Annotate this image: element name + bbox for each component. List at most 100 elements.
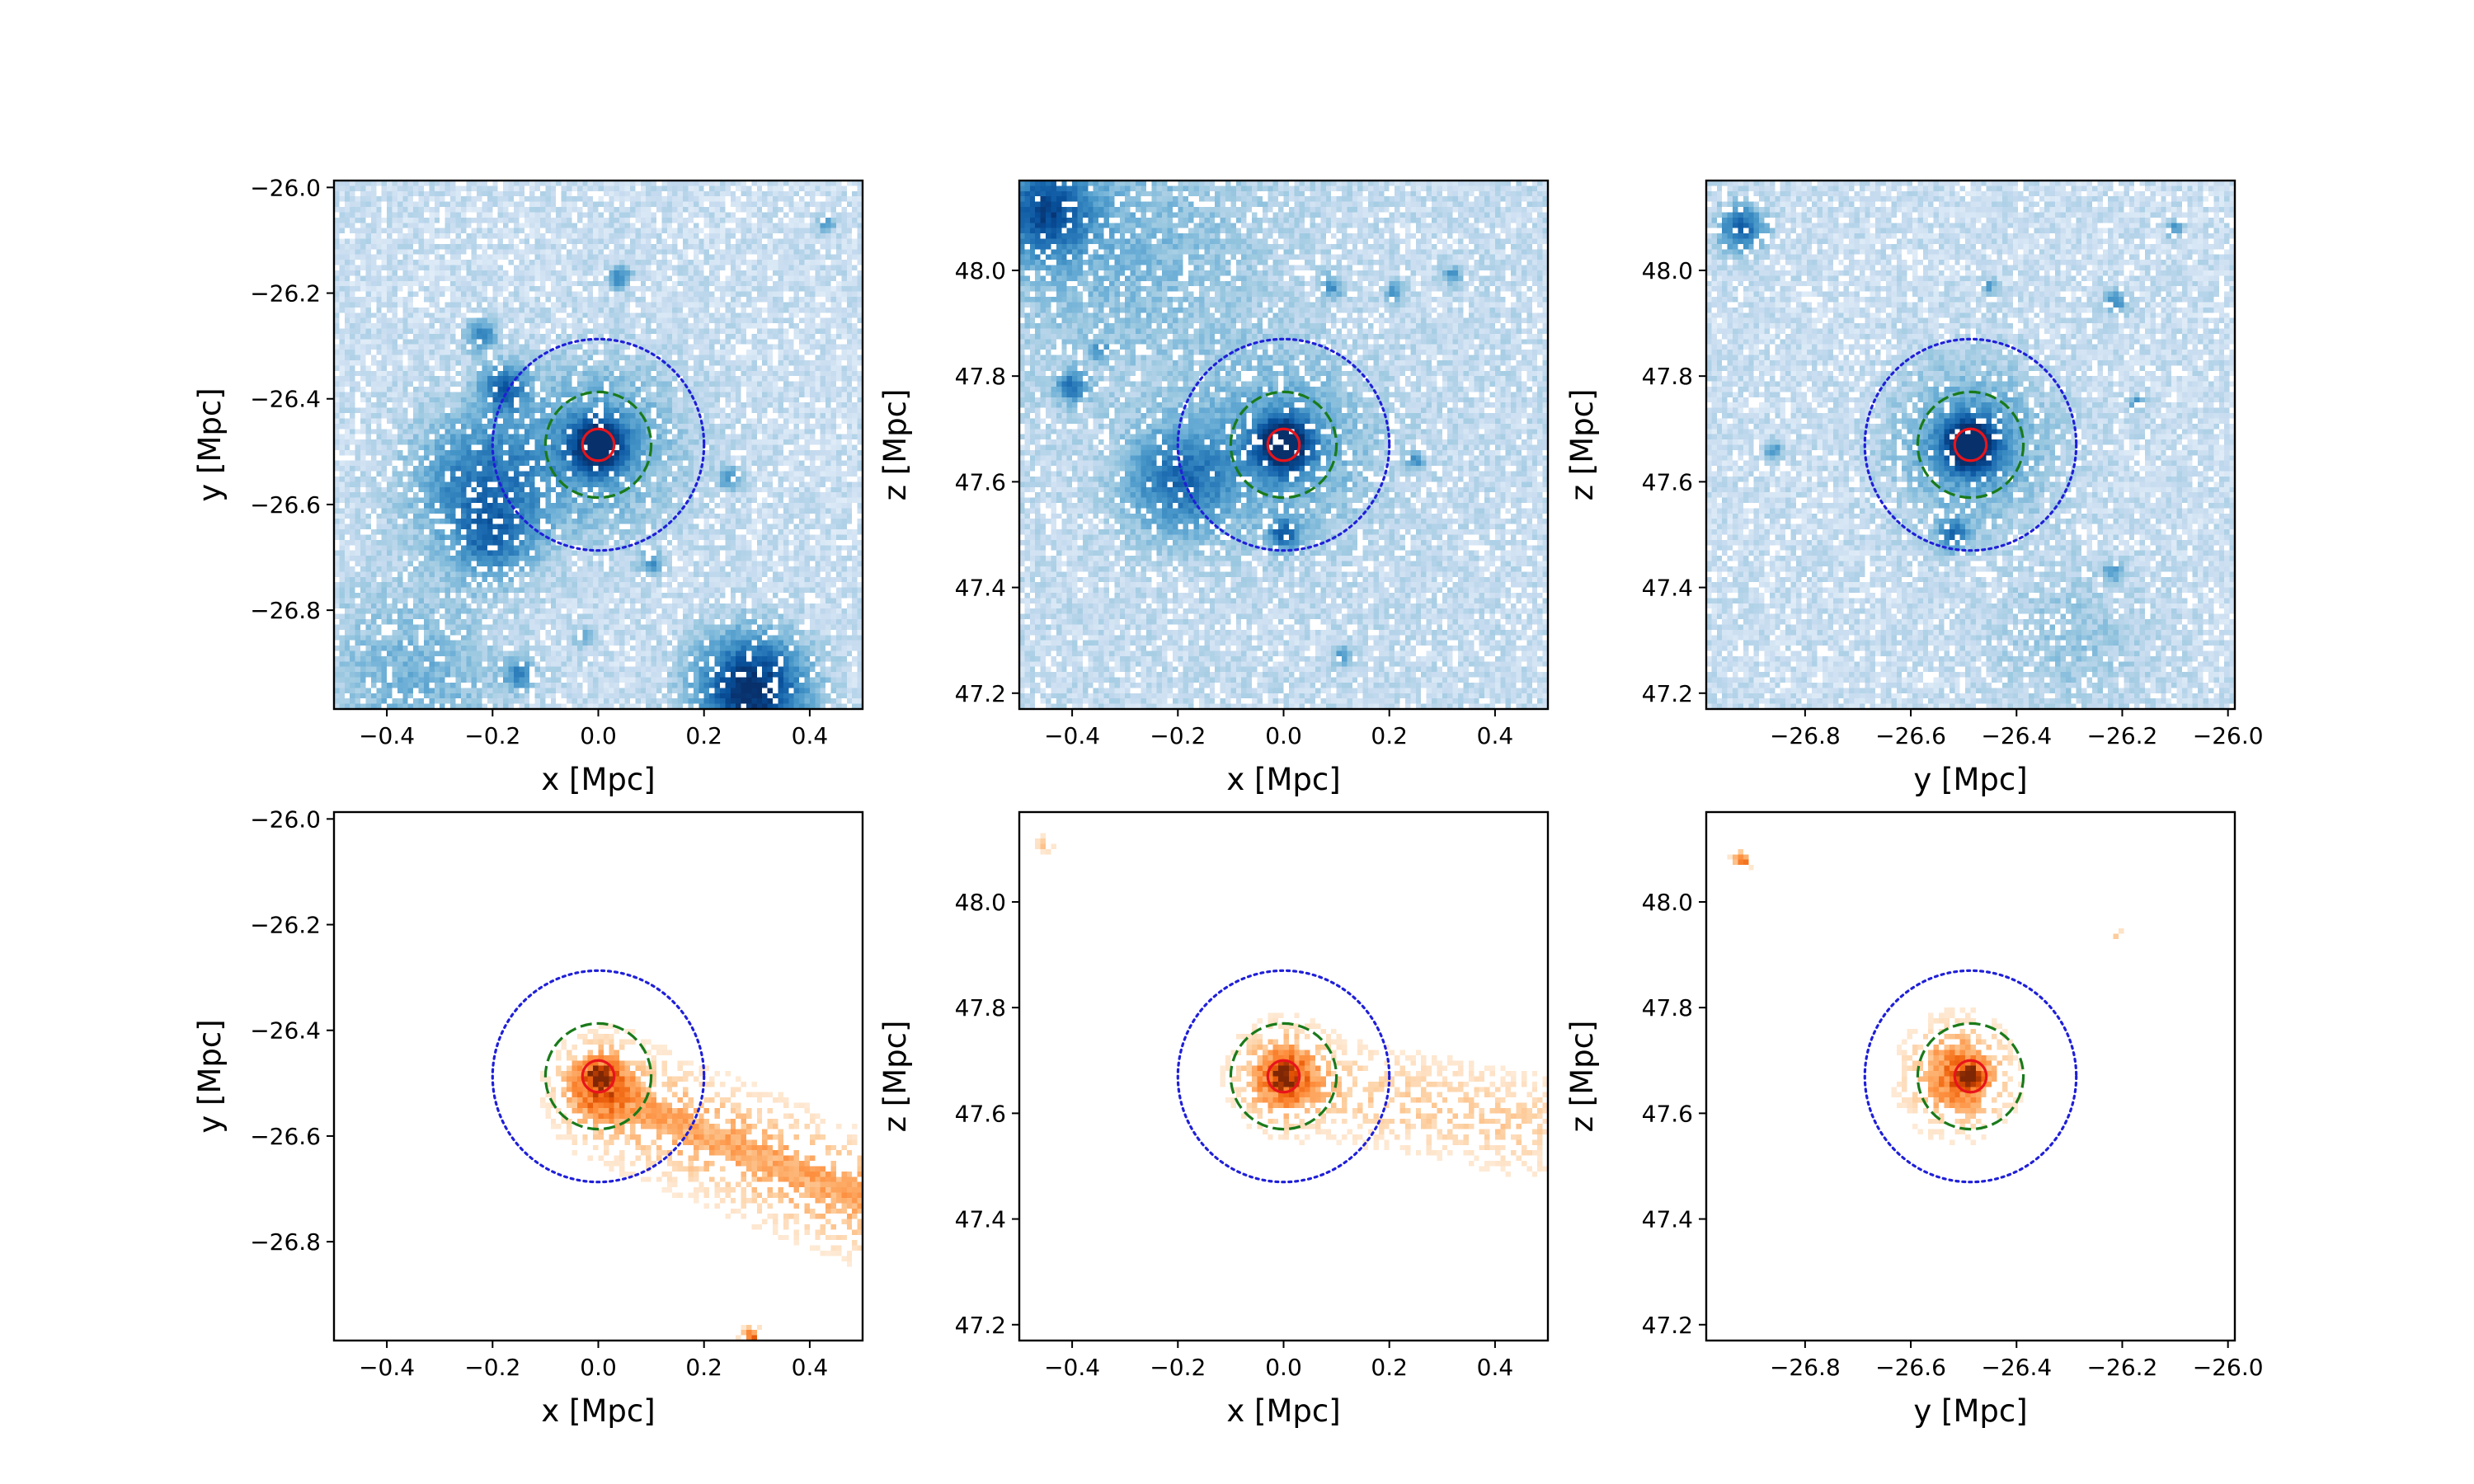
- x-tick-label: 0.0: [580, 1354, 617, 1381]
- outer-radius-circle: [1176, 969, 1391, 1184]
- middle-radius-circle: [1916, 1021, 2025, 1131]
- panels: −0.4 −0.2 0.0 0.2 0.4−26.0−26.2−26.4−26.6−26…: [192, 174, 2264, 1429]
- panel-dm-xz: −0.4 −0.2 0.0 0.2 0.4 47.2 47.4 47.6 47.8 48.0 x […: [877, 179, 1550, 797]
- density-histogram: [1706, 181, 2235, 709]
- y-tick-label: −26.6: [250, 491, 321, 519]
- y-tick-label: 47.4: [955, 1206, 1006, 1233]
- y-tick-label: 47.6: [955, 1100, 1006, 1127]
- x-tick-label: −0.2: [464, 1354, 520, 1381]
- x-axis-label: y [Mpc]: [1913, 762, 2027, 797]
- x-tick-label: 0.0: [1265, 1354, 1302, 1381]
- y-tick-label: 47.8: [955, 994, 1006, 1021]
- x-tick-label: −26.0: [2193, 1354, 2264, 1381]
- x-tick-label: −26.2: [2087, 722, 2158, 749]
- y-tick-label: −26.0: [250, 174, 321, 201]
- y-axis-label: y [Mpc]: [192, 387, 228, 501]
- outer-radius-circle: [1863, 337, 2078, 552]
- x-tick-label: −26.4: [1981, 1354, 2052, 1381]
- y-axis-label: z [Mpc]: [1564, 1021, 1600, 1133]
- y-tick-label: 48.0: [1642, 889, 1693, 916]
- x-tick-label: −0.4: [359, 722, 415, 749]
- y-axis-label: z [Mpc]: [877, 1021, 913, 1133]
- y-axis-label: z [Mpc]: [1564, 389, 1600, 501]
- middle-radius-circle: [1229, 390, 1338, 500]
- x-tick-label: −0.4: [1044, 722, 1100, 749]
- x-axis-label: x [Mpc]: [1226, 762, 1340, 797]
- inner-radius-circle: [1953, 1059, 1988, 1094]
- x-axis-label: x [Mpc]: [541, 1393, 655, 1429]
- x-tick-label: 0.4: [792, 1354, 829, 1381]
- x-tick-label: −0.2: [464, 722, 520, 749]
- x-tick-label: −26.4: [1981, 722, 2052, 749]
- axes-frame: [1705, 810, 2236, 1342]
- axes-frame: [1705, 179, 2236, 711]
- x-tick-label: 0.0: [1265, 722, 1302, 749]
- y-axis-label: z [Mpc]: [877, 389, 913, 501]
- y-tick-label: 47.6: [955, 468, 1006, 495]
- y-tick-label: 47.8: [955, 363, 1006, 390]
- y-tick-label: 47.2: [1642, 1312, 1693, 1339]
- inner-radius-circle: [1953, 427, 1988, 463]
- panel-stars-yz: −26.8 −26.6 −26.4 −26.2 −26.0 47.2 47.4 47.6 47.…: [1564, 810, 2264, 1429]
- outer-radius-circle: [491, 969, 706, 1184]
- x-tick-label: 0.0: [580, 722, 617, 749]
- y-tick-label: 48.0: [955, 889, 1006, 916]
- panel-dm-yz: −26.8 −26.6 −26.4 −26.2 −26.0 47.2 47.4 47.6 47.…: [1564, 179, 2264, 797]
- middle-radius-circle: [543, 390, 653, 500]
- x-axis-label: x [Mpc]: [541, 762, 655, 797]
- x-tick-label: −0.4: [1044, 1354, 1100, 1381]
- y-tick-label: 47.6: [1642, 468, 1693, 495]
- y-axis-label: y [Mpc]: [192, 1019, 228, 1133]
- middle-radius-circle: [1229, 1021, 1338, 1131]
- y-tick-label: 47.8: [1642, 994, 1693, 1021]
- density-histogram: [334, 181, 863, 709]
- x-tick-label: 0.4: [1477, 722, 1514, 749]
- inner-radius-circle: [1266, 427, 1301, 463]
- y-tick-label: 47.4: [1642, 575, 1693, 602]
- y-tick-label: 48.0: [1642, 257, 1693, 284]
- y-tick-label: 47.2: [1642, 680, 1693, 707]
- y-tick-label: 47.2: [955, 1312, 1006, 1339]
- middle-radius-circle: [1916, 390, 2025, 500]
- y-tick-label: 47.4: [1642, 1206, 1693, 1233]
- x-tick-label: 0.2: [1371, 1354, 1408, 1381]
- x-tick-label: −0.4: [359, 1354, 415, 1381]
- x-tick-label: −26.0: [2193, 722, 2264, 749]
- density-histogram: [1019, 812, 1548, 1341]
- y-tick-label: 47.2: [955, 680, 1006, 707]
- x-axis-label: x [Mpc]: [1226, 1393, 1340, 1429]
- x-tick-label: −26.6: [1875, 722, 1946, 749]
- y-tick-label: −26.8: [250, 1228, 321, 1256]
- y-tick-label: −26.6: [250, 1123, 321, 1150]
- x-tick-label: 0.2: [1371, 722, 1408, 749]
- x-tick-label: −26.2: [2087, 1354, 2158, 1381]
- inner-radius-circle: [581, 1059, 616, 1094]
- x-axis-label: y [Mpc]: [1913, 1393, 2027, 1429]
- y-tick-label: −26.2: [250, 280, 321, 308]
- inner-radius-circle: [1266, 1059, 1301, 1094]
- y-tick-label: 47.8: [1642, 363, 1693, 390]
- x-tick-label: −0.2: [1150, 1354, 1206, 1381]
- panel-stars-xy: −0.4 −0.2 0.0 0.2 0.4 −26.0 −26.2 −26.4 −26.6 −26…: [192, 805, 864, 1429]
- x-tick-label: 0.4: [792, 722, 829, 749]
- density-histogram: [1706, 812, 2235, 1341]
- outer-radius-circle: [491, 337, 706, 552]
- y-tick-label: −26.2: [250, 912, 321, 939]
- inner-radius-circle: [581, 427, 616, 463]
- panel-dm-xy: −0.4 −0.2 0.0 0.2 0.4 −26.0 −26.2 −26.4 −26.6 −26…: [192, 174, 864, 797]
- y-tick-label: −26.8: [250, 597, 321, 624]
- y-tick-label: −26.4: [250, 1017, 321, 1045]
- outer-radius-circle: [1176, 337, 1391, 552]
- x-tick-label: −0.2: [1150, 722, 1206, 749]
- x-tick-label: −26.8: [1770, 722, 1841, 749]
- y-tick-label: −26.4: [250, 386, 321, 413]
- y-tick-label: 47.6: [1642, 1100, 1693, 1127]
- panel-stars-xz: −0.4 −0.2 0.0 0.2 0.4 47.2 47.4 47.6 47.8 48.0 x […: [877, 810, 1550, 1429]
- middle-radius-circle: [543, 1021, 653, 1131]
- y-tick-label: 47.4: [955, 575, 1006, 602]
- y-tick-label: 48.0: [955, 257, 1006, 284]
- x-tick-label: 0.2: [685, 1354, 722, 1381]
- x-tick-label: −26.6: [1875, 1354, 1946, 1381]
- x-tick-label: −26.8: [1770, 1354, 1841, 1381]
